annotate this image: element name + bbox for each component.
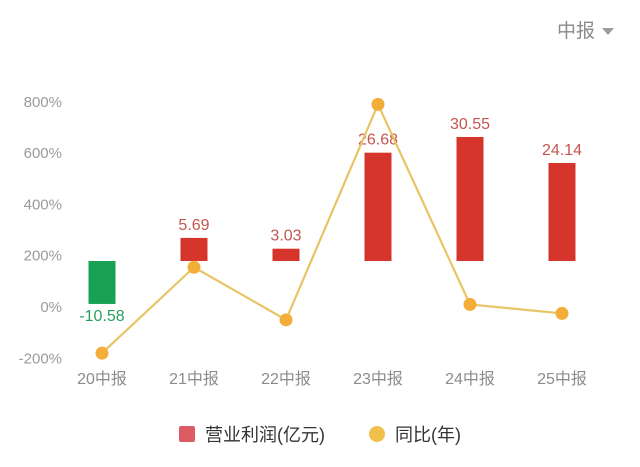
x-axis-label: 22中报 xyxy=(261,370,311,388)
operating-profit-bar[interactable] xyxy=(456,136,484,261)
legend: 营业利润(亿元) 同比(年) xyxy=(0,421,640,447)
yoy-legend-marker-icon xyxy=(369,426,385,442)
bar-value-label: -10.58 xyxy=(79,308,124,325)
operating-profit-bar[interactable] xyxy=(364,152,392,261)
yoy-point[interactable] xyxy=(187,260,201,274)
yoy-point[interactable] xyxy=(95,346,109,360)
chevron-down-icon xyxy=(602,27,614,35)
x-axis-label: 20中报 xyxy=(77,370,127,388)
y-axis-tick-label: 600% xyxy=(24,145,62,162)
x-axis-label: 25中报 xyxy=(537,370,587,388)
bar-value-label: 5.69 xyxy=(178,217,209,234)
bar-value-label: 3.03 xyxy=(270,228,301,245)
yoy-point[interactable] xyxy=(463,297,477,311)
period-dropdown[interactable]: 中报 xyxy=(557,16,614,43)
yoy-point[interactable] xyxy=(371,97,385,111)
y-axis-tick-label: -200% xyxy=(19,350,62,367)
legend-yoy-label: 同比(年) xyxy=(395,425,461,445)
legend-item-operating-profit[interactable]: 营业利润(亿元) xyxy=(179,421,325,447)
legend-item-yoy[interactable]: 同比(年) xyxy=(369,421,461,447)
operating-profit-bar[interactable] xyxy=(272,248,300,261)
operating-profit-bar[interactable] xyxy=(88,261,116,304)
period-dropdown-label: 中报 xyxy=(556,21,595,42)
x-axis-label: 23中报 xyxy=(353,370,403,388)
bar-value-label: 30.55 xyxy=(450,116,490,133)
y-axis-tick-label: 800% xyxy=(24,94,62,111)
x-axis-label: 21中报 xyxy=(169,370,219,388)
bar-value-label: 26.68 xyxy=(358,132,398,149)
bar-value-label: 24.14 xyxy=(542,142,582,159)
legend-profit-label: 营业利润(亿元) xyxy=(205,425,325,445)
yoy-point[interactable] xyxy=(555,306,569,320)
y-axis-tick-label: 200% xyxy=(24,248,62,265)
operating-profit-bar[interactable] xyxy=(180,237,208,261)
y-axis-tick-label: 400% xyxy=(24,196,62,213)
y-axis-tick-label: 0% xyxy=(40,299,62,316)
yoy-line xyxy=(101,103,563,354)
operating-profit-bar[interactable] xyxy=(548,162,576,261)
x-axis-label: 24中报 xyxy=(445,370,495,388)
profit-legend-marker-icon xyxy=(179,426,195,442)
yoy-point[interactable] xyxy=(279,313,293,327)
